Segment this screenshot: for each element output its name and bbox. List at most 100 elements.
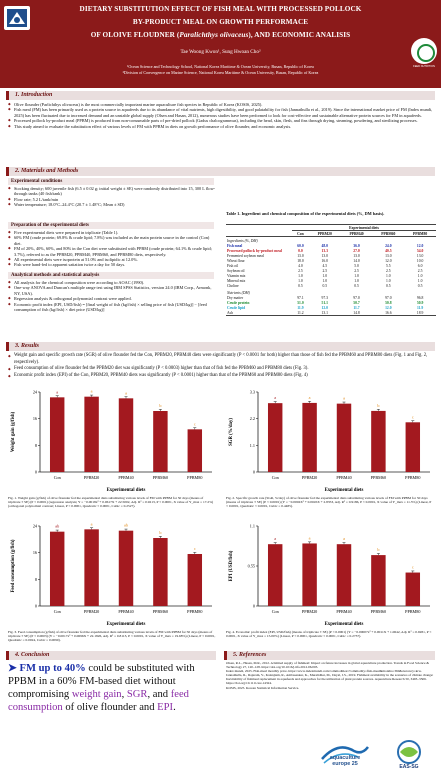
figure-caption-4: Fig. 4. Economic profit index (EPI, USD/… bbox=[226, 630, 432, 639]
bar bbox=[267, 544, 283, 606]
table-cell: 11.9 bbox=[416, 305, 424, 310]
table-cell: 13.0 bbox=[416, 254, 424, 258]
table-row: Crude lipid 11.9 12.0 11.7 12.0 11.9 bbox=[226, 305, 436, 310]
table-cell: 12.0 bbox=[385, 305, 392, 310]
table-cell: 36.0 bbox=[353, 244, 360, 248]
table-cell: 10.0 bbox=[416, 259, 424, 263]
table-cell: Processed pollock by-product meal bbox=[227, 249, 282, 253]
table-cell: Fish oil bbox=[227, 264, 239, 268]
table-cell: 1.0 bbox=[386, 274, 391, 278]
x-tick-label: Con bbox=[54, 609, 62, 614]
table-row: Dry matter 97.1 97.3 97.0 97.0 96.8 bbox=[226, 295, 436, 300]
table-row: Choline 0.5 0.5 0.5 0.5 0.5 bbox=[226, 284, 436, 289]
table-row: Mineral mix 1.0 1.0 1.0 1.0 1.0 bbox=[226, 279, 436, 284]
x-tick-label: PPBM40 bbox=[336, 475, 351, 480]
table-cell: 97.1 bbox=[297, 295, 304, 300]
poster-title-line3: OF OLOIVE FLOUDNER (Paralichthys olivace… bbox=[90, 31, 351, 39]
section-results: 3. Results bbox=[6, 342, 435, 351]
x-tick-label: PPBM60 bbox=[153, 609, 168, 614]
table-cell: 0.5 bbox=[386, 284, 391, 288]
list-item: All experimental diets were isoprotein a… bbox=[8, 257, 216, 263]
bar bbox=[84, 396, 99, 472]
bar bbox=[267, 403, 283, 472]
table-row: Crude protein 51.0 51.1 50.7 50.8 50.9 bbox=[226, 300, 436, 305]
table-cell: 13.1 bbox=[321, 310, 328, 315]
significance-letter: b bbox=[159, 530, 161, 535]
significance-letter: c bbox=[194, 546, 196, 551]
table-cell: 18.9 bbox=[416, 310, 424, 315]
table-cell: 1.0 bbox=[354, 274, 359, 278]
table-cell: Fermented soybean meal bbox=[227, 254, 264, 258]
table-cell: 12.0 bbox=[321, 305, 328, 310]
table-cell: 48.0 bbox=[321, 244, 328, 248]
x-tick-label: Con bbox=[272, 475, 280, 480]
table-cell: Dry matter bbox=[227, 295, 244, 300]
bar bbox=[302, 402, 317, 472]
bar bbox=[405, 422, 421, 472]
table-cell: 51.1 bbox=[321, 300, 328, 305]
table-cell: 0.5 bbox=[354, 284, 359, 288]
list-item: Fish were hand-fed to apparent satiation… bbox=[8, 262, 216, 268]
table-cell: 13.0 bbox=[297, 254, 304, 258]
table-cell: 12.0 bbox=[385, 259, 392, 263]
composition-table: Experimental diets Con PPBM20 PPBM40 PPBM60… bbox=[226, 224, 436, 316]
bar bbox=[371, 555, 386, 606]
table-cell: 24.0 bbox=[385, 244, 392, 248]
x-tick-label: PPBM80 bbox=[405, 609, 420, 614]
significance-letter: a bbox=[91, 389, 93, 394]
affiliation-2: ²Division of Convergence on Marine Scien… bbox=[122, 70, 319, 75]
table-cell: 1.0 bbox=[298, 279, 303, 283]
table-cell: Vitamin mix bbox=[227, 274, 246, 278]
reference-item: KOSIS, 2025. Korean Statistical Informat… bbox=[226, 685, 300, 690]
list-item: Stocking density; 600 juvenile fish (6.5… bbox=[8, 186, 216, 197]
y-tick-label: 0 bbox=[35, 604, 37, 609]
intro-list: Olive flounder (Parlichthys olivaceus) i… bbox=[8, 102, 436, 129]
significance-letter: c bbox=[194, 421, 196, 426]
x-tick-label: PPBM20 bbox=[302, 609, 317, 614]
table-cell: 97.0 bbox=[353, 295, 360, 300]
poster-header: DIETARY SUBSTITUTION EFFECT OF FISH MEAL… bbox=[0, 0, 441, 88]
bar bbox=[84, 529, 99, 606]
table-cell: 14.8 bbox=[353, 310, 360, 315]
x-tick-label: PPBM20 bbox=[84, 475, 99, 480]
x-tick-label: PPBM80 bbox=[187, 609, 202, 614]
significance-letter: b bbox=[159, 403, 161, 408]
table-cell: Wheat flour bbox=[227, 259, 245, 263]
table-cell: 16.6 bbox=[385, 310, 392, 315]
significance-letter: a bbox=[309, 535, 311, 540]
results-list: Weight gain and specific growth rate (SG… bbox=[8, 353, 436, 379]
list-item: Weight gain and specific growth rate (SG… bbox=[8, 353, 436, 366]
table-row: Wheat flour 18.0 16.0 14.0 12.0 10.0 bbox=[226, 259, 436, 264]
feed-consumption-chart: 0 8 16 24 Feed consumption (g/fish) Experimen… bbox=[11, 521, 212, 627]
y-tick-label: 16 bbox=[33, 416, 37, 421]
table-row: Fish oil 4.0 4.5 5.0 5.5 6.0 bbox=[226, 264, 436, 269]
y-axis-label: Feed consumption (g/fish) bbox=[11, 539, 16, 592]
table-cell: 5.5 bbox=[386, 264, 391, 268]
table-row: Processed pollock by-product meal 0.0 13.3… bbox=[226, 249, 436, 254]
bar bbox=[153, 411, 168, 472]
bar bbox=[336, 544, 352, 606]
section-methods: 2. Materials and Methods bbox=[6, 167, 435, 176]
table-cell: 0.5 bbox=[417, 284, 423, 288]
y-axis-label: EPI (USD/fish) bbox=[229, 550, 234, 581]
subheading-analytical-methods: Analytical methods and statistical analy… bbox=[8, 272, 214, 279]
list-item: Olive flounder (Parlichthys olivaceus) i… bbox=[8, 102, 436, 108]
figure-caption-1: Fig. 1. Weight gain (g/fish) of olive fl… bbox=[8, 496, 214, 509]
list-item: FM of 20%, 40%, 60%, and 80% in the Con … bbox=[8, 246, 216, 257]
table-cell: 4.5 bbox=[322, 264, 328, 268]
table-cell: 51.0 bbox=[297, 300, 304, 305]
significance-letter: a bbox=[343, 536, 345, 541]
x-tick-label: PPBM20 bbox=[302, 475, 317, 480]
table-cell: 14.0 bbox=[353, 259, 360, 263]
list-item: Five experimental diets were prepared in… bbox=[8, 230, 216, 236]
table-cell: 4.0 bbox=[298, 264, 303, 268]
x-tick-label: PPBM60 bbox=[371, 475, 386, 480]
x-tick-label: PPBM40 bbox=[118, 609, 133, 614]
bar bbox=[371, 410, 386, 472]
x-axis-label: Experimental diets bbox=[325, 488, 364, 493]
epi-chart: 0 0.55 1.1 EPI (USD/fish) Experimental diets… bbox=[229, 524, 430, 627]
eas-sg-logo: EAS-SG bbox=[390, 738, 428, 772]
table-caption: Table 1. Ingredient and chemical composi… bbox=[226, 211, 385, 216]
bar bbox=[302, 543, 317, 606]
list-item: Economic profit index (EPI, USD/fish) = … bbox=[8, 302, 216, 313]
